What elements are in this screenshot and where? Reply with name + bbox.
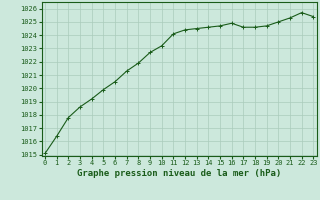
X-axis label: Graphe pression niveau de la mer (hPa): Graphe pression niveau de la mer (hPa)	[77, 169, 281, 178]
